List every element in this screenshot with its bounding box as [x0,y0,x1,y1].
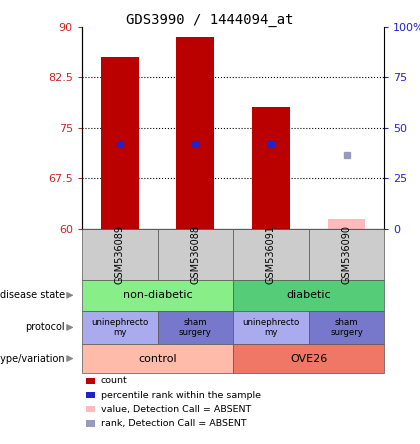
Bar [252,107,290,229]
Text: GSM536090: GSM536090 [341,225,352,284]
Text: diabetic: diabetic [286,290,331,300]
Text: non-diabetic: non-diabetic [123,290,192,300]
Bar [328,218,365,229]
Text: sham
surgery: sham surgery [179,318,212,337]
Text: count: count [101,377,128,385]
Text: uninephrecto
my: uninephrecto my [242,318,299,337]
Text: rank, Detection Call = ABSENT: rank, Detection Call = ABSENT [101,419,247,428]
Text: value, Detection Call = ABSENT: value, Detection Call = ABSENT [101,405,251,414]
Text: disease state: disease state [0,290,65,300]
Text: sham
surgery: sham surgery [330,318,363,337]
Text: GSM536089: GSM536089 [115,225,125,284]
Text: OVE26: OVE26 [290,353,327,364]
Bar [176,37,214,229]
Text: protocol: protocol [26,322,65,333]
Text: percentile rank within the sample: percentile rank within the sample [101,391,261,400]
Bar [101,57,139,229]
Text: GSM536088: GSM536088 [190,225,200,284]
Text: GDS3990 / 1444094_at: GDS3990 / 1444094_at [126,13,294,28]
Text: uninephrecto
my: uninephrecto my [91,318,148,337]
Text: genotype/variation: genotype/variation [0,353,65,364]
Text: GSM536091: GSM536091 [266,225,276,284]
Text: control: control [138,353,177,364]
